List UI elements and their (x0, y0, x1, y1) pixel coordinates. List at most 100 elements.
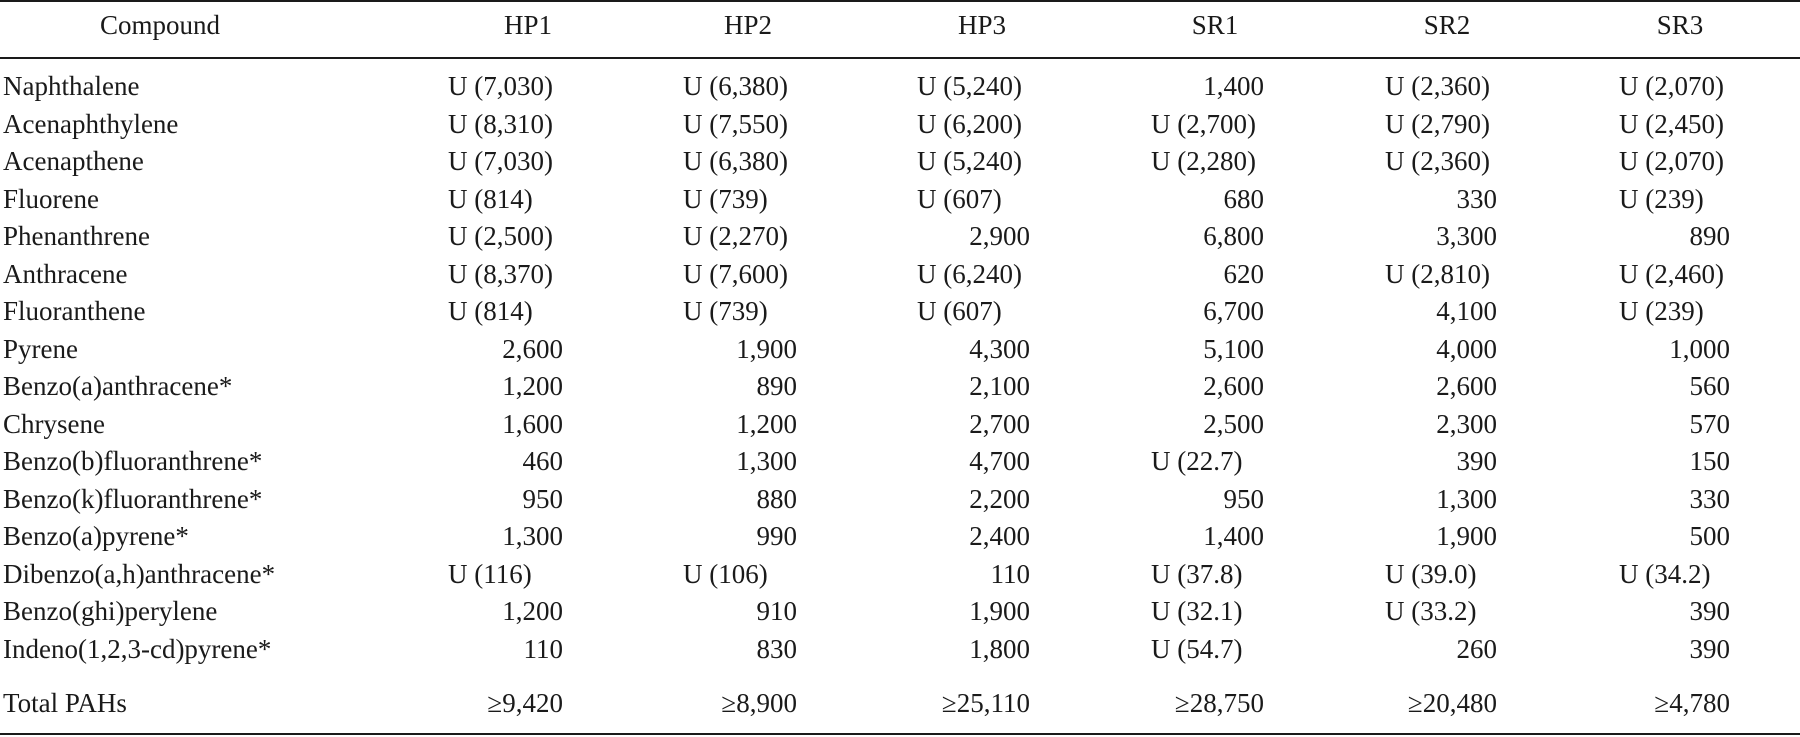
total-value: ≥20,480 (1407, 688, 1497, 718)
value-cell: 1,200 (502, 371, 563, 401)
compound-name: Benzo(b)fluoranthrene* (3, 446, 263, 476)
compound-name: Benzo(a)pyrene* (3, 521, 189, 551)
value-cell: U (106) (683, 558, 768, 589)
compound-name: Fluoranthene (3, 296, 146, 326)
value-cell: U (7,550) (683, 108, 788, 139)
total-value: ≥28,750 (1174, 688, 1264, 718)
value-cell: U (2,790) (1385, 108, 1490, 139)
value-cell: U (7,030) (448, 71, 553, 101)
total-value: ≥4,780 (1654, 688, 1730, 718)
value-cell: U (37.8) (1151, 558, 1243, 589)
value-cell: U (2,810) (1385, 258, 1490, 289)
value-cell: U (814) (448, 183, 533, 214)
value-cell: 2,600 (502, 333, 563, 364)
value-cell: 390 (1689, 596, 1731, 626)
value-cell: 1,600 (502, 408, 563, 439)
value-cell: U (2,270) (683, 221, 788, 251)
value-cell: 2,700 (969, 408, 1030, 439)
value-cell: 620 (1223, 258, 1265, 289)
header-sr3: SR3 (1656, 10, 1704, 40)
value-cell: U (2,460) (1619, 258, 1724, 289)
value-cell: U (607) (917, 183, 1002, 214)
compound-name: Naphthalene (3, 71, 140, 101)
value-cell: 390 (1689, 633, 1731, 664)
total-value: ≥9,420 (487, 688, 563, 718)
value-cell: U (6,200) (917, 108, 1022, 139)
value-cell: 890 (1689, 221, 1731, 251)
header-hp1: HP1 (503, 10, 552, 40)
value-cell: U (34.2) (1619, 558, 1711, 589)
value-cell: 890 (756, 371, 798, 401)
value-cell: U (8,370) (448, 258, 553, 289)
bottom-rule (0, 733, 1800, 735)
value-cell: 5,100 (1203, 333, 1264, 364)
value-cell: 1,300 (736, 446, 797, 476)
value-cell: U (32.1) (1151, 596, 1243, 626)
value-cell: U (116) (448, 558, 532, 589)
value-cell: 330 (1456, 183, 1498, 214)
value-cell: 2,200 (969, 483, 1030, 514)
value-cell: U (39.0) (1385, 558, 1477, 589)
value-cell: U (2,360) (1385, 71, 1490, 101)
total-value: ≥8,900 (721, 688, 797, 718)
value-cell: U (22.7) (1151, 446, 1243, 476)
value-cell: 390 (1456, 446, 1498, 476)
value-cell: 1,900 (736, 333, 797, 364)
value-cell: U (739) (683, 183, 768, 214)
value-cell: 560 (1689, 371, 1731, 401)
compound-name: Indeno(1,2,3-cd)pyrene* (3, 633, 272, 664)
value-cell: U (5,240) (917, 71, 1022, 101)
value-cell: U (739) (683, 296, 768, 326)
value-cell: 2,300 (1436, 408, 1497, 439)
value-cell: 2,900 (969, 221, 1030, 251)
value-cell: 1,400 (1203, 71, 1264, 101)
value-cell: 110 (523, 633, 564, 664)
value-cell: U (33.2) (1385, 596, 1477, 626)
value-cell: 1,300 (1436, 483, 1497, 514)
value-cell: U (7,030) (448, 146, 553, 176)
value-cell: 570 (1689, 408, 1731, 439)
value-cell: U (8,310) (448, 108, 553, 139)
compound-name: Acenaphthylene (3, 108, 179, 139)
value-cell: 2,600 (1203, 371, 1264, 401)
value-cell: 1,400 (1203, 521, 1264, 551)
header-hp2: HP2 (723, 10, 772, 40)
value-cell: U (2,450) (1619, 108, 1724, 139)
header-hp3: HP3 (957, 10, 1006, 40)
value-cell: 2,400 (969, 521, 1030, 551)
value-cell: 150 (1689, 446, 1731, 476)
value-cell: 1,300 (502, 521, 563, 551)
total-value: ≥25,110 (941, 688, 1030, 718)
value-cell: 4,300 (969, 333, 1030, 364)
value-cell: 1,200 (736, 408, 797, 439)
value-cell: 1,000 (1669, 333, 1730, 364)
compound-name: Benzo(a)anthracene* (3, 371, 233, 401)
header-sr2: SR2 (1423, 10, 1471, 40)
value-cell: 260 (1456, 633, 1498, 664)
value-cell: U (607) (917, 296, 1002, 326)
top-rule (0, 0, 1800, 2)
value-cell: 2,100 (969, 371, 1030, 401)
compound-name: Pyrene (3, 333, 78, 364)
value-cell: U (2,280) (1151, 146, 1256, 176)
value-cell: 950 (522, 483, 564, 514)
value-cell: U (2,700) (1151, 108, 1256, 139)
value-cell: 3,300 (1436, 221, 1497, 251)
value-cell: U (6,240) (917, 258, 1022, 289)
value-cell: U (6,380) (683, 146, 788, 176)
value-cell: 1,200 (502, 596, 563, 626)
value-cell: 500 (1689, 521, 1731, 551)
value-cell: 1,900 (969, 596, 1030, 626)
header-compound: Compound (99, 10, 220, 40)
value-cell: 4,700 (969, 446, 1030, 476)
value-cell: 2,500 (1203, 408, 1264, 439)
value-cell: 950 (1223, 483, 1265, 514)
value-cell: 680 (1223, 183, 1265, 214)
value-cell: 4,100 (1436, 296, 1497, 326)
value-cell: 6,800 (1203, 221, 1264, 251)
compound-name: Benzo(k)fluoranthrene* (3, 483, 263, 514)
value-cell: 910 (756, 596, 798, 626)
value-cell: U (2,360) (1385, 146, 1490, 176)
value-cell: U (2,070) (1619, 71, 1724, 101)
